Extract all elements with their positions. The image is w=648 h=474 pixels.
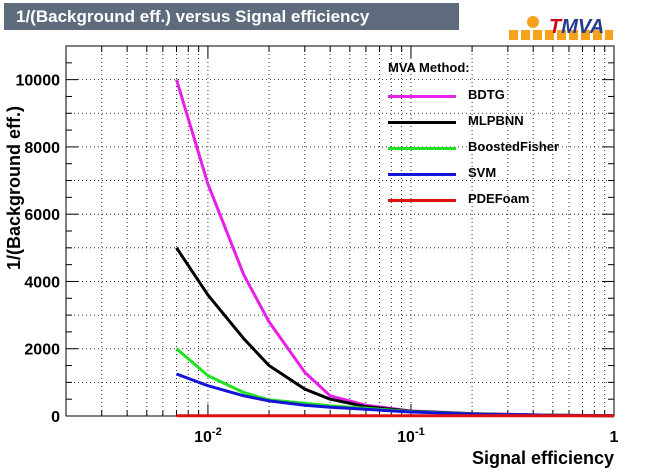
legend-title: MVA Method:: [388, 60, 470, 75]
legend-swatch: [388, 199, 456, 202]
y-tick-label: 0: [51, 409, 60, 426]
x-axis-label: Signal efficiency: [471, 448, 614, 468]
legend-swatch: [388, 121, 456, 124]
y-tick-label: 8000: [24, 140, 60, 157]
legend-swatch: [388, 147, 456, 150]
legend-item: BDTG: [388, 86, 608, 106]
legend-item: SVM: [388, 164, 608, 184]
logo-stripes: [509, 30, 613, 40]
x-tick-label: 1: [610, 429, 619, 446]
x-tick-label: 10-2: [194, 426, 222, 446]
legend-item: MLPBNN: [388, 112, 608, 132]
x-tick-label: 10-1: [397, 426, 425, 446]
tmva-logo: TMVA: [509, 14, 613, 40]
legend-label: BoostedFisher: [468, 139, 560, 154]
legend-item: PDEFoam: [388, 190, 608, 210]
legend-label: BDTG: [468, 87, 505, 102]
y-tick-label: 2000: [24, 342, 60, 359]
legend-swatch: [388, 173, 456, 176]
y-tick-label: 6000: [24, 207, 60, 224]
legend-label: MLPBNN: [468, 113, 524, 128]
legend-label: SVM: [468, 165, 497, 180]
legend-swatch: [388, 95, 456, 98]
logo-dot-icon: [527, 16, 539, 28]
legend-label: PDEFoam: [468, 191, 530, 206]
y-axis-label: 1/(Background eff.): [4, 105, 24, 270]
y-tick-label: 4000: [24, 274, 60, 291]
chart-title: 1/(Background eff.) versus Signal effici…: [4, 3, 459, 30]
y-tick-label: 10000: [16, 73, 61, 90]
legend-item: BoostedFisher: [388, 138, 608, 158]
logo-text: TMVA: [549, 16, 605, 38]
